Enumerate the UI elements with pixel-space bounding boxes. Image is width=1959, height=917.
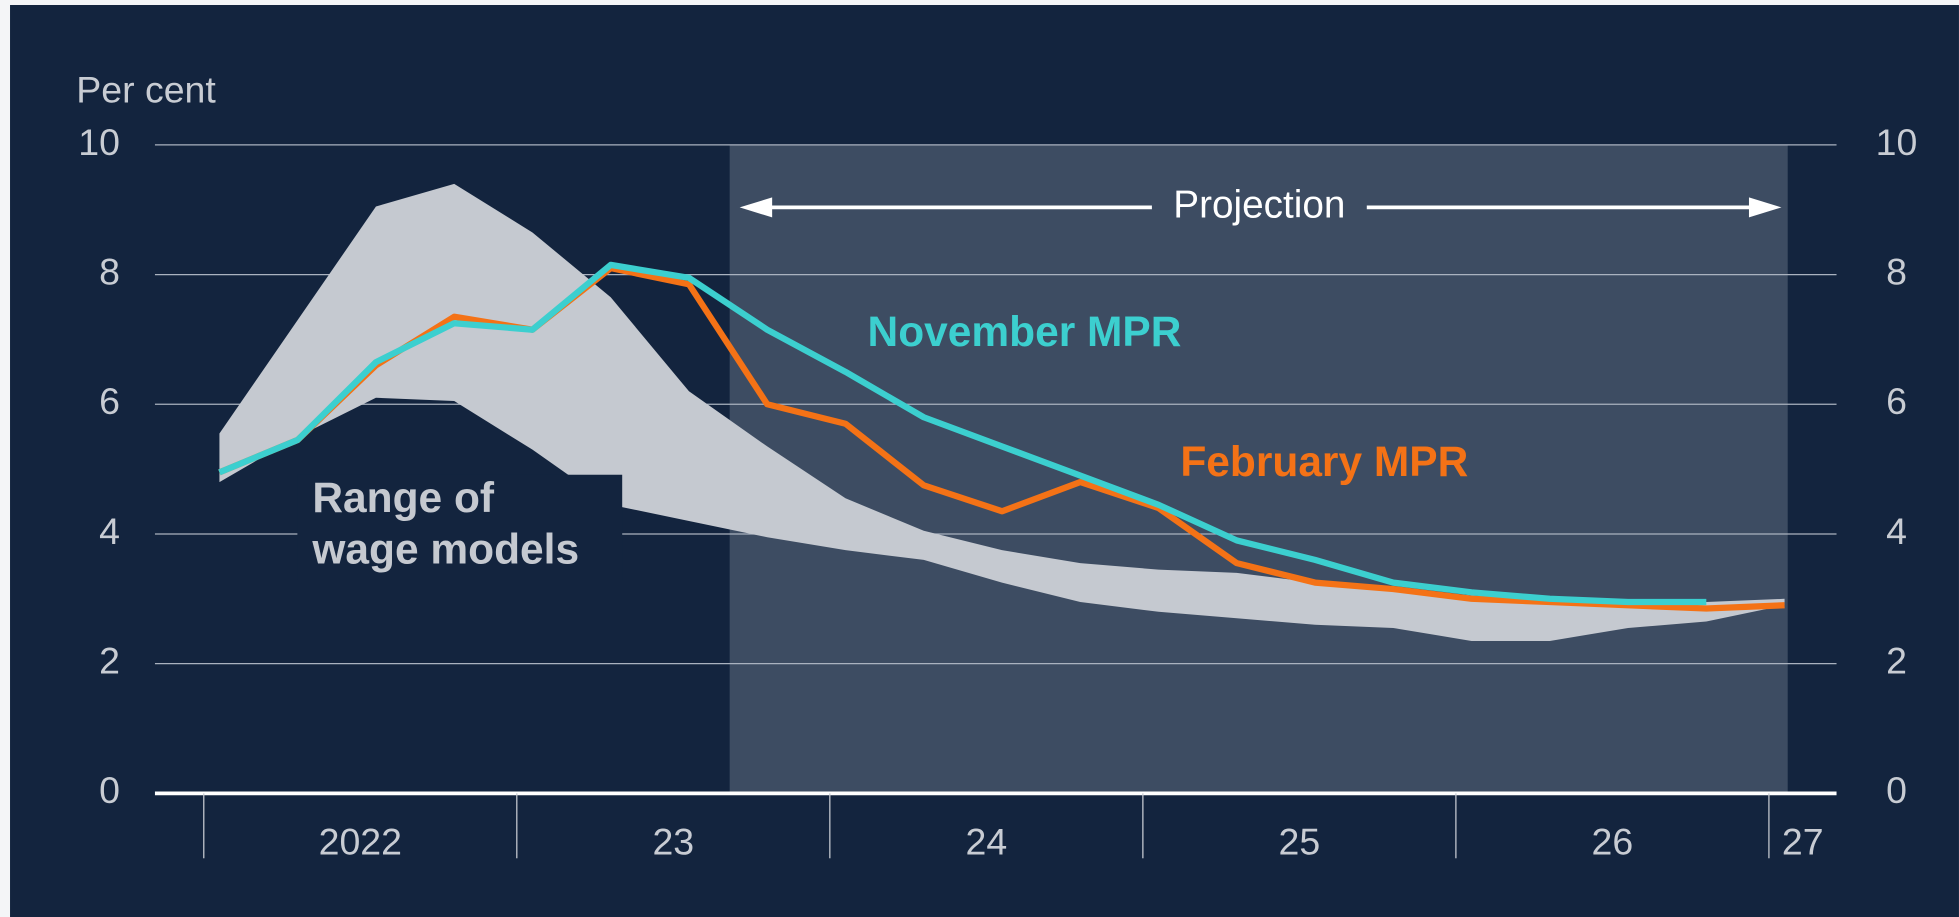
x-tick-label: 27 xyxy=(1782,820,1824,862)
y-tick-label: 0 xyxy=(99,769,120,811)
annotation: Projection xyxy=(1173,184,1345,227)
y-tick-label: 10 xyxy=(78,121,120,163)
x-tick-label: 26 xyxy=(1592,820,1634,862)
band-label: wage models xyxy=(311,525,579,572)
x-tick-label: 2022 xyxy=(319,820,402,862)
label-background xyxy=(297,474,623,580)
y2-tick-label: 4 xyxy=(1886,510,1907,552)
x-tick-label: 24 xyxy=(966,820,1008,862)
arrow-head xyxy=(1748,197,1782,218)
y2-tick-label: 2 xyxy=(1886,640,1907,682)
series-label: November MPR xyxy=(868,308,1182,355)
band-label: Range of xyxy=(312,474,495,521)
arrow-head xyxy=(739,197,773,218)
y-axis-label: Per cent xyxy=(76,68,216,110)
y2-tick-label: 10 xyxy=(1876,121,1918,163)
y-tick-label: 6 xyxy=(99,380,120,422)
x-tick-label: 25 xyxy=(1279,820,1321,862)
y2-tick-label: 0 xyxy=(1886,769,1907,811)
y2-tick-label: 6 xyxy=(1886,380,1907,422)
series-label: February MPR xyxy=(1180,438,1468,485)
series-line xyxy=(218,261,1707,606)
y-tick-label: 8 xyxy=(99,250,120,292)
y-tick-label: 4 xyxy=(99,510,120,552)
y-tick-label: 2 xyxy=(99,640,120,682)
y2-tick-label: 8 xyxy=(1886,250,1907,292)
range-band xyxy=(219,183,1785,641)
series-line xyxy=(218,264,1785,612)
x-tick-label: 23 xyxy=(652,820,694,862)
